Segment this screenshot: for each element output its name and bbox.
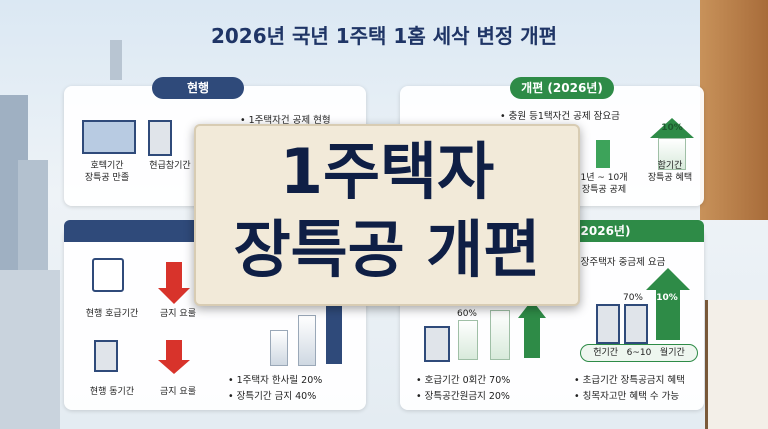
- bullet: • 충원 등1택자건 공제 잠요금: [500, 111, 620, 122]
- bar: [458, 320, 478, 360]
- bar-label: 70%: [622, 293, 643, 303]
- label: 현행 호급기간: [85, 309, 139, 319]
- bullet: • 초급기간 장특공금지 혜택: [574, 375, 685, 386]
- down-arrow: [158, 360, 190, 374]
- house-icon: [82, 120, 136, 154]
- down-arrow: [166, 262, 182, 288]
- arrow: [524, 318, 540, 358]
- arrow: [656, 290, 680, 340]
- house: [700, 0, 768, 220]
- title: 2026년 국년 1주택 1홈 세삭 변정 개편: [210, 24, 558, 48]
- building-icon: [424, 326, 450, 362]
- arrow: [650, 118, 694, 138]
- building-icon: [148, 120, 172, 156]
- bullet: • 1주택자건 공제 현형: [240, 115, 331, 126]
- bullet: • 장특공간원금지 20%: [416, 391, 510, 402]
- bar-label: 10%: [656, 293, 678, 303]
- building-icon: [94, 340, 118, 372]
- overlay-line: 1주택자: [279, 135, 495, 208]
- green-bar: [658, 138, 686, 170]
- building: [0, 270, 60, 429]
- icon-label: 함기간 장특공 혜택: [647, 161, 693, 183]
- panel-header: 현행: [152, 77, 244, 99]
- overlay-box: [194, 124, 580, 306]
- percent: 10%: [661, 123, 683, 133]
- down-arrow: [166, 340, 182, 360]
- bullet: • 장특기간 금지 40%: [228, 391, 317, 402]
- bar: [298, 315, 316, 366]
- green-bar: [596, 140, 610, 168]
- panel-header: 개편 (2026년): [510, 77, 614, 99]
- panel-header: 편(2026년): [560, 220, 704, 242]
- bullet: • 장주택자 중금제 요금: [572, 257, 666, 268]
- building-icon: [596, 304, 620, 344]
- icon-label: 1년 ~ 10개 장특공 공제: [580, 173, 628, 195]
- bar: [270, 330, 288, 366]
- down-arrow: [158, 288, 190, 304]
- axis-label: 헌기간 6~10 월기간: [580, 344, 698, 362]
- house: [705, 300, 768, 429]
- building-icon: [624, 304, 648, 344]
- bullet: • 칭목자고만 혜택 수 가능: [574, 391, 680, 402]
- bar-label: 60%: [456, 309, 477, 319]
- bar: [490, 310, 510, 360]
- label: 금지 요룰: [160, 387, 196, 397]
- label: 금지 요룰: [160, 309, 196, 319]
- bullet: • 1주택자 한사릴 20%: [228, 375, 323, 386]
- icon-label: 호텍기간 장특공 만졸: [84, 161, 130, 183]
- arrow: [646, 268, 690, 290]
- icon-label: 현급참기간: [149, 161, 191, 171]
- bar: [326, 300, 342, 364]
- overlay-line: 장특공 개편: [233, 213, 541, 286]
- building: [110, 40, 122, 80]
- label: 현행 동기간: [89, 387, 135, 397]
- bullet: • 호급기간 0회간 70%: [416, 375, 511, 386]
- calendar-icon: [92, 258, 124, 292]
